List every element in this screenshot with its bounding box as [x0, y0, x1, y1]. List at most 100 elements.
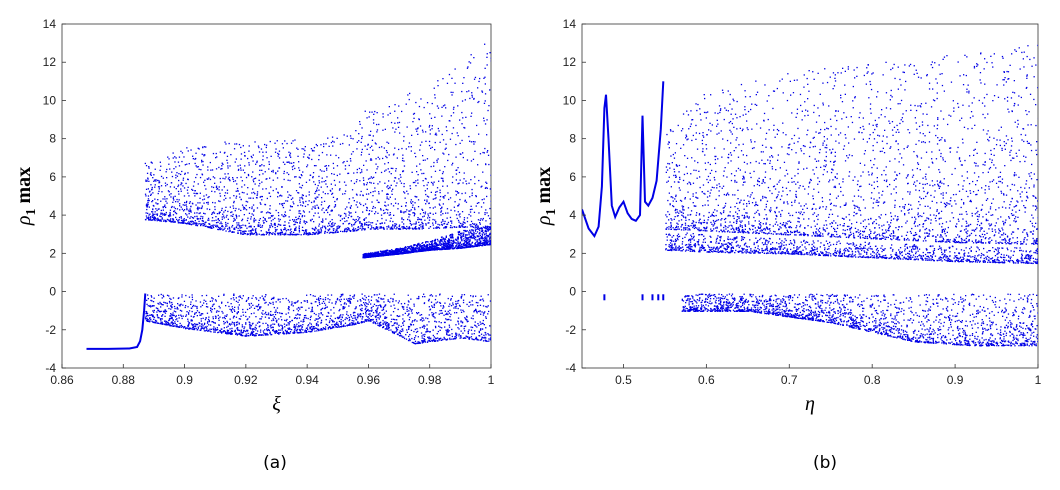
scatter-point	[380, 226, 382, 228]
scatter-point	[318, 300, 320, 302]
scatter-point	[270, 324, 272, 326]
scatter-point	[144, 218, 147, 221]
scatter-point	[267, 304, 269, 306]
scatter-point	[301, 194, 304, 196]
scatter-point	[166, 321, 168, 323]
scatter-point	[367, 303, 369, 305]
scatter-point	[297, 326, 299, 328]
scatter-point	[375, 309, 377, 312]
scatter-point	[173, 206, 175, 208]
scatter-point	[227, 329, 230, 332]
scatter-point	[288, 173, 290, 176]
scatter-point	[293, 203, 295, 205]
scatter-point	[380, 208, 382, 210]
scatter-point	[191, 298, 194, 301]
scatter-point	[476, 227, 479, 229]
scatter-point	[226, 214, 228, 217]
scatter-point	[249, 234, 251, 236]
scatter-point	[415, 196, 417, 198]
scatter-point	[486, 187, 488, 189]
scatter-point	[406, 126, 408, 128]
scatter-point	[182, 222, 184, 224]
scatter-point	[276, 332, 279, 334]
scatter-point	[390, 305, 392, 307]
scatter-point	[450, 298, 452, 300]
scatter-point	[179, 322, 181, 325]
scatter-point	[350, 230, 352, 232]
scatter-point	[149, 304, 151, 307]
scatter-point	[486, 56, 488, 58]
scatter-point	[147, 178, 149, 180]
scatter-point	[270, 186, 272, 188]
scatter-point	[281, 214, 283, 216]
scatter-point	[180, 219, 183, 222]
scatter-point	[223, 323, 225, 325]
scatter-point	[266, 329, 268, 331]
scatter-point	[175, 213, 178, 215]
scatter-point	[352, 322, 354, 324]
scatter-point	[282, 331, 284, 333]
scatter-point	[289, 155, 291, 157]
scatter-point	[193, 328, 196, 331]
scatter-point	[305, 233, 307, 236]
scatter-point	[346, 228, 349, 231]
scatter-point	[442, 179, 444, 181]
scatter-point	[285, 297, 287, 300]
scatter-point	[364, 319, 366, 321]
scatter-point	[214, 224, 216, 226]
scatter-point	[473, 98, 475, 100]
scatter-point	[198, 312, 201, 314]
scatter-point	[388, 327, 390, 329]
scatter-point	[164, 315, 166, 317]
scatter-point	[459, 119, 461, 121]
scatter-point	[370, 176, 372, 178]
scatter-point	[202, 216, 204, 218]
scatter-point	[417, 127, 419, 129]
scatter-point	[217, 328, 219, 331]
scatter-point	[152, 215, 154, 217]
scatter-point	[368, 213, 370, 215]
scatter-point	[365, 313, 367, 315]
scatter-point	[358, 140, 360, 142]
scatter-point	[279, 232, 281, 235]
scatter-point	[188, 313, 190, 315]
scatter-point	[293, 317, 296, 319]
scatter-point	[282, 147, 284, 149]
scatter-point	[471, 194, 473, 197]
scatter-point	[376, 220, 379, 222]
scatter-point	[163, 213, 165, 215]
scatter-point	[464, 325, 467, 327]
scatter-point	[400, 325, 402, 328]
scatter-point	[379, 324, 381, 326]
scatter-point	[423, 185, 425, 187]
scatter-point	[403, 306, 405, 308]
scatter-point	[400, 210, 402, 212]
scatter-point	[476, 223, 478, 225]
scatter-point	[344, 318, 346, 321]
scatter-point	[254, 193, 256, 195]
scatter-point	[172, 196, 175, 198]
scatter-point	[325, 165, 327, 167]
scatter-point	[350, 215, 352, 218]
scatter-point	[241, 191, 243, 194]
scatter-point	[318, 154, 320, 157]
scatter-point	[297, 313, 299, 316]
scatter-point	[167, 323, 169, 325]
scatter-point	[392, 228, 394, 230]
scatter-point	[420, 226, 422, 228]
scatter-point	[253, 217, 255, 220]
scatter-point	[350, 324, 352, 326]
scatter-point	[243, 207, 246, 209]
scatter-point	[389, 212, 391, 214]
scatter-point	[189, 327, 191, 329]
scatter-point	[390, 226, 393, 228]
scatter-point	[394, 177, 396, 179]
scatter-point	[218, 317, 220, 320]
scatter-point	[364, 308, 366, 310]
scatter-point	[337, 227, 339, 229]
scatter-point	[449, 226, 452, 229]
scatter-point	[302, 198, 304, 200]
scatter-point	[236, 327, 238, 329]
scatter-point	[326, 154, 328, 156]
scatter-point	[295, 216, 297, 218]
